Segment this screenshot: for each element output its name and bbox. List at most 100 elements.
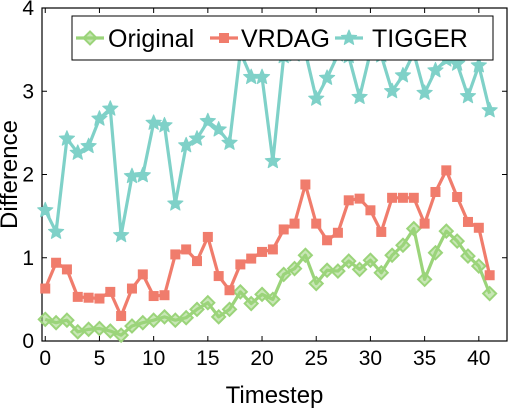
data-point-tigger [253,68,271,85]
data-point-original [362,252,379,269]
data-point-vrdag [202,231,213,242]
data-point-vrdag [365,205,376,216]
data-point-original [395,237,411,254]
ticks-layer: 0 5 10 15 20 25 30 35 40 0 1 2 3 4 [22,0,507,370]
data-point-tigger [167,195,184,211]
data-point-vrdag [376,226,387,237]
data-point-vrdag [343,195,354,206]
data-point-original [438,223,455,240]
legend-item-vrdag: VRDAG [210,25,330,53]
data-point-vrdag [170,249,181,260]
data-point-vrdag [289,218,300,229]
data-point-original [351,261,368,278]
data-point-vrdag [192,256,202,267]
data-point-tigger [449,55,466,71]
data-point-tigger [145,114,162,130]
data-point-tigger [427,61,444,78]
data-point-vrdag [278,224,289,235]
series-layer [37,43,498,344]
data-point-original [178,309,195,326]
data-point-vrdag [257,246,268,257]
legend-item-tigger: TIGGER [335,25,468,53]
x-tick-label: 40 [467,347,490,370]
legend-label-vrdag: VRDAG [241,25,330,53]
data-point-vrdag [224,285,235,296]
x-tick-label: 0 [39,347,51,370]
data-point-original [449,233,466,250]
data-point-original [221,301,238,318]
legend-label-tigger: TIGGER [372,25,468,53]
data-point-original [275,266,292,283]
data-point-original [427,244,444,261]
data-point-tigger [134,166,151,183]
data-point-original [460,248,476,264]
data-point-original [329,263,346,279]
data-point-original [308,275,325,292]
data-point-original [59,312,75,329]
data-point-vrdag [300,179,311,190]
x-tick-label: 35 [413,347,436,370]
y-tick-label: 1 [22,247,34,270]
data-point-original [319,262,335,279]
data-point-original [297,247,314,264]
data-point-vrdag [148,291,159,302]
data-point-tigger [69,144,86,160]
data-point-tigger [80,137,97,154]
data-point-vrdag [83,292,94,303]
data-point-vrdag [354,193,365,204]
x-tick-label: 15 [196,347,219,370]
legend-marker-vrdag [219,33,229,43]
data-point-vrdag [408,192,419,203]
data-point-original [102,323,119,339]
y-axis-label: Difference [0,120,23,229]
data-point-original [199,294,216,311]
data-point-original [405,220,422,237]
y-tick-label: 2 [22,164,34,187]
data-point-original [189,301,205,318]
y-tick-label: 4 [22,0,34,20]
data-point-vrdag [311,218,322,229]
data-point-tigger [416,84,433,100]
data-point-vrdag [473,222,484,233]
x-tick-label: 30 [359,347,382,370]
data-point-vrdag [181,244,192,255]
data-point-original [481,285,498,302]
data-point-tigger [481,101,498,118]
data-point-tigger [221,134,238,150]
data-point-tigger [113,226,130,243]
data-point-tigger [178,136,195,153]
data-point-vrdag [51,257,62,268]
x-tick-label: 20 [250,347,273,370]
data-point-original [232,283,249,300]
x-axis-label: Timestep [226,382,324,409]
data-point-vrdag [419,218,430,229]
data-point-tigger [37,201,54,218]
data-point-vrdag [105,286,116,297]
data-point-vrdag [387,192,398,203]
data-point-tigger [318,69,336,85]
data-point-tigger [58,130,76,146]
data-point-vrdag [40,283,51,294]
data-point-original [264,291,281,308]
series-original [37,220,498,344]
data-point-tigger [47,223,65,239]
data-point-tigger [394,66,412,83]
data-point-vrdag [484,270,495,281]
data-point-tigger [188,130,206,146]
data-point-vrdag [441,165,452,176]
x-tick-label: 25 [305,347,328,370]
data-point-vrdag [267,244,278,255]
data-point-vrdag [452,191,463,202]
data-point-tigger [351,88,368,105]
data-point-original [286,260,303,277]
data-point-vrdag [430,186,441,197]
x-tick-label: 5 [94,347,106,370]
data-point-original [373,264,390,281]
data-point-original [210,308,227,325]
data-point-vrdag [246,253,257,264]
legend-marker-tigger [340,29,358,45]
data-point-tigger [384,82,401,99]
data-point-vrdag [72,291,83,302]
data-point-tigger [156,116,173,133]
